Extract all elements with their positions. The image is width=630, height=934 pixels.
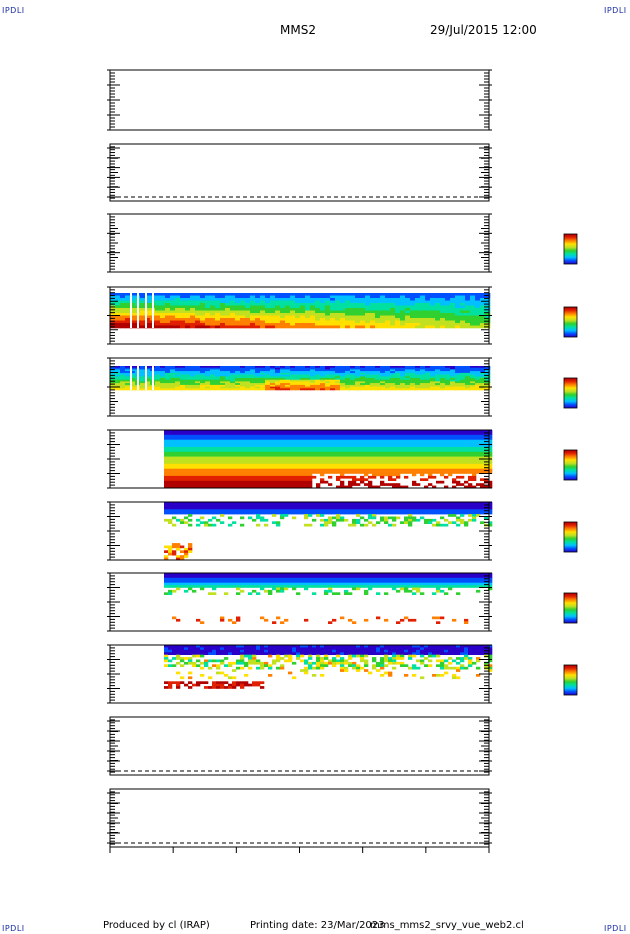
- panel-frame-p3: [109, 213, 490, 273]
- panel-frame-p10: [109, 716, 490, 776]
- spacecraft-title: MMS2: [280, 23, 316, 37]
- colorbar-p8: [563, 592, 578, 624]
- date-title: 29/Jul/2015 12:00: [430, 23, 537, 37]
- panel-frame-p2: [109, 143, 490, 202]
- spectrogram-p9: [164, 645, 493, 689]
- footer-printing-date: Printing date: 23/Mar/2023: [250, 920, 385, 931]
- colorbar-p7: [563, 521, 578, 553]
- colorbar-p5: [563, 377, 578, 409]
- spectrogram-p5: [110, 366, 491, 391]
- spectrogram-p7: [164, 502, 493, 561]
- spectrogram-p8: [164, 573, 493, 624]
- panel-frame-p1: [109, 69, 490, 131]
- footer-producer: Produced by cl (IRAP): [103, 920, 210, 931]
- colorbar-p9: [563, 664, 578, 696]
- panel-frame-p11: [109, 788, 490, 848]
- corner-label-top-left: IPDLI: [2, 6, 25, 15]
- colorbar-p6: [563, 449, 578, 481]
- spectrogram-p4: [110, 293, 491, 329]
- colorbar-p4: [563, 306, 578, 338]
- corner-label-bottom-left: IPDLI: [2, 924, 25, 933]
- corner-label-top-right: IPDLI: [604, 6, 627, 15]
- spectrogram-p6: [164, 430, 493, 489]
- footer-file-name: mms_mms2_srvy_vue_web2.cl: [370, 920, 524, 931]
- corner-label-bottom-right: IPDLI: [604, 924, 627, 933]
- colorbar-p3: [563, 233, 578, 265]
